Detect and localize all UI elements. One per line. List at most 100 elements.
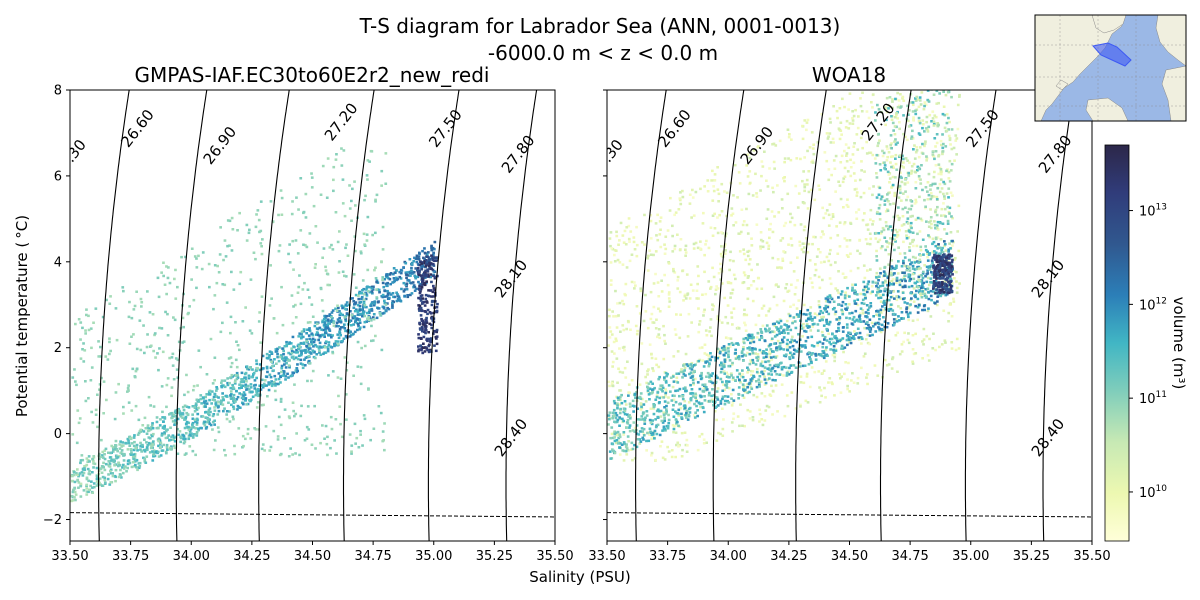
heatmap-cell xyxy=(679,191,682,194)
heatmap-cell xyxy=(431,258,435,262)
heatmap-cell xyxy=(738,372,741,376)
heatmap-cell xyxy=(354,286,358,289)
heatmap-cell xyxy=(392,267,396,270)
heatmap-cell xyxy=(729,281,733,285)
heatmap-cell xyxy=(418,285,421,288)
heatmap-cell xyxy=(135,443,139,447)
heatmap-cell xyxy=(235,365,239,369)
heatmap-cell xyxy=(812,345,816,348)
heatmap-cell xyxy=(851,110,854,113)
heatmap-cell xyxy=(763,366,767,369)
heatmap-cell xyxy=(349,333,353,337)
heatmap-cell xyxy=(644,416,647,419)
heatmap-cell xyxy=(332,189,335,193)
heatmap-cell xyxy=(905,306,909,309)
heatmap-cell xyxy=(721,427,725,431)
heatmap-cell xyxy=(109,469,112,473)
heatmap-cell xyxy=(322,328,325,332)
heatmap-cell xyxy=(664,371,668,375)
heatmap-cell xyxy=(689,283,693,286)
heatmap-cell xyxy=(152,349,155,353)
heatmap-cell xyxy=(701,293,704,296)
heatmap-cell xyxy=(752,280,756,283)
heatmap-cell xyxy=(804,399,808,403)
heatmap-cell xyxy=(322,317,326,321)
heatmap-cell xyxy=(839,293,843,296)
heatmap-cell xyxy=(768,228,772,231)
heatmap-cell xyxy=(122,459,126,462)
heatmap-cell xyxy=(187,437,191,441)
heatmap-cell xyxy=(760,360,764,363)
heatmap-cell xyxy=(429,337,433,340)
heatmap-cell xyxy=(792,270,796,273)
heatmap-cell xyxy=(712,304,715,308)
heatmap-cell xyxy=(912,300,916,303)
heatmap-cell xyxy=(915,244,919,248)
heatmap-cell xyxy=(161,350,165,354)
heatmap-cell xyxy=(943,339,947,342)
heatmap-cell xyxy=(824,297,828,300)
heatmap-cell xyxy=(79,482,83,486)
heatmap-cell xyxy=(825,346,828,349)
heatmap-cell xyxy=(120,445,124,448)
heatmap-cell xyxy=(278,355,282,359)
heatmap-cell xyxy=(124,465,127,468)
heatmap-cell xyxy=(299,353,303,357)
heatmap-cell xyxy=(365,305,368,309)
heatmap-cell xyxy=(195,286,198,290)
heatmap-cell xyxy=(649,214,653,217)
heatmap-cell xyxy=(924,103,928,107)
heatmap-cell xyxy=(891,155,894,158)
heatmap-cell xyxy=(256,209,260,212)
heatmap-cell xyxy=(681,376,684,379)
heatmap-cell xyxy=(193,433,196,436)
heatmap-cell xyxy=(922,123,925,126)
heatmap-cell xyxy=(874,237,878,240)
heatmap-cell xyxy=(878,284,882,288)
heatmap-cell xyxy=(338,405,342,408)
heatmap-cell xyxy=(958,282,961,285)
heatmap-cell xyxy=(732,417,735,421)
heatmap-cell xyxy=(918,289,921,292)
heatmap-cell xyxy=(802,250,805,254)
heatmap-cell xyxy=(320,346,323,349)
heatmap-cell xyxy=(741,394,745,397)
heatmap-cell xyxy=(790,138,793,141)
heatmap-cell xyxy=(812,143,815,146)
heatmap-cell xyxy=(945,113,949,116)
heatmap-cell xyxy=(633,443,636,447)
heatmap-cell xyxy=(774,384,778,387)
heatmap-cell xyxy=(79,461,82,465)
heatmap-cell xyxy=(702,390,706,393)
heatmap-cell xyxy=(354,308,358,311)
heatmap-cell xyxy=(614,411,618,415)
y-tick-label: 8 xyxy=(54,84,62,99)
heatmap-cell xyxy=(350,199,353,203)
heatmap-cell xyxy=(113,417,117,421)
heatmap-cell xyxy=(655,395,659,399)
heatmap-cell xyxy=(887,151,891,154)
heatmap-cell xyxy=(723,372,727,375)
heatmap-cell xyxy=(182,441,186,445)
heatmap-cell xyxy=(825,318,828,322)
heatmap-cell xyxy=(912,162,916,166)
heatmap-cell xyxy=(277,213,280,217)
heatmap-cell xyxy=(77,481,81,484)
heatmap-cell xyxy=(888,281,891,285)
heatmap-cell xyxy=(220,381,223,385)
heatmap-cell xyxy=(762,356,766,359)
heatmap-cell xyxy=(238,406,242,409)
heatmap-cell xyxy=(352,273,356,276)
heatmap-cell xyxy=(146,444,150,447)
heatmap-cell xyxy=(280,370,283,374)
heatmap-cell xyxy=(853,320,857,323)
heatmap-cell xyxy=(902,99,906,102)
heatmap-cell xyxy=(777,329,781,333)
heatmap-cell xyxy=(79,357,83,360)
heatmap-cell xyxy=(324,340,328,343)
heatmap-cell xyxy=(741,369,744,372)
heatmap-cell xyxy=(763,378,767,381)
heatmap-cell xyxy=(263,449,266,452)
heatmap-cell xyxy=(89,379,93,382)
heatmap-cell xyxy=(912,244,915,248)
